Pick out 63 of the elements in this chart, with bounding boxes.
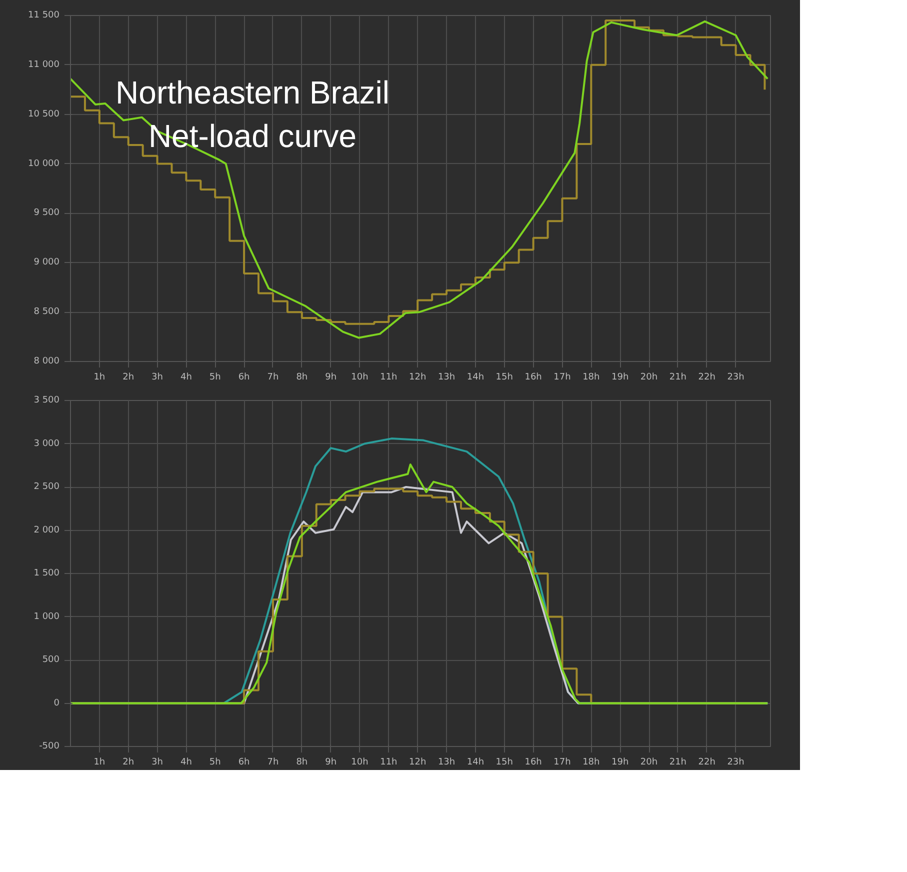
y-tick-label: 0: [54, 698, 60, 708]
x-tick-label: 17h: [554, 372, 571, 382]
y-tick-label: 1 500: [34, 568, 60, 578]
x-tick-label: 14h: [466, 758, 484, 768]
y-tick-label: 10 500: [28, 109, 60, 120]
x-tick-label: 1h: [94, 758, 106, 768]
x-tick-label: 3h: [152, 758, 163, 768]
y-tick-label: 11 500: [28, 10, 60, 20]
x-tick-label: 2h: [122, 758, 134, 768]
x-tick-label: 5h: [209, 758, 221, 768]
y-tick-label: 8 000: [34, 356, 60, 366]
y-tick-label: 11 000: [28, 60, 60, 70]
x-tick-label: 4h: [180, 372, 192, 382]
y-tick-label: 9 500: [34, 208, 60, 218]
y-tick-label: 2 000: [34, 525, 60, 536]
x-tick-label: 16h: [524, 758, 542, 768]
x-tick-label: 13h: [438, 372, 456, 382]
x-tick-label: 14h: [466, 372, 484, 382]
x-tick-label: 8h: [296, 758, 308, 768]
x-tick-label: 2h: [122, 372, 134, 382]
x-tick-label: 6h: [238, 372, 250, 382]
x-tick-label: 23h: [727, 372, 744, 382]
x-tick-label: 15h: [496, 372, 513, 382]
x-tick-label: 16h: [524, 372, 542, 382]
x-tick-label: 7h: [267, 758, 279, 768]
x-tick-label: 18h: [582, 372, 600, 382]
x-tick-label: 5h: [209, 372, 221, 382]
y-tick-label: 8 500: [34, 307, 60, 318]
x-tick-label: 12h: [409, 372, 426, 382]
y-tick-label: 2 500: [34, 482, 60, 492]
y-tick-label: -500: [39, 742, 60, 752]
y-tick-label: 10 000: [28, 158, 60, 169]
x-tick-label: 11h: [380, 758, 398, 768]
x-tick-label: 15h: [496, 758, 513, 768]
x-tick-label: 19h: [612, 372, 629, 382]
x-tick-label: 1h: [94, 372, 106, 382]
x-tick-label: 12h: [409, 758, 426, 768]
x-tick-label: 20h: [640, 372, 658, 382]
x-tick-label: 4h: [180, 758, 192, 768]
x-tick-label: 10h: [351, 758, 368, 768]
y-tick-label: 3 000: [34, 438, 60, 449]
x-tick-label: 23h: [727, 758, 744, 768]
x-tick-label: 9h: [325, 758, 337, 768]
x-tick-label: 18h: [582, 758, 600, 768]
x-tick-label: 17h: [554, 758, 571, 768]
x-tick-label: 9h: [325, 372, 337, 382]
x-tick-label: 21h: [669, 758, 687, 768]
y-tick-label: 9 000: [34, 258, 60, 268]
x-tick-label: 11h: [380, 372, 398, 382]
x-tick-label: 22h: [698, 372, 716, 382]
x-tick-label: 20h: [640, 758, 658, 768]
x-tick-label: 8h: [296, 372, 308, 382]
x-tick-label: 21h: [669, 372, 687, 382]
x-tick-label: 19h: [612, 758, 629, 768]
x-tick-label: 10h: [351, 372, 368, 382]
x-tick-label: 6h: [238, 758, 250, 768]
x-tick-label: 3h: [152, 372, 163, 382]
x-tick-label: 22h: [698, 758, 716, 768]
x-tick-label: 13h: [438, 758, 456, 768]
y-tick-label: 3 500: [34, 396, 60, 406]
x-tick-label: 7h: [267, 372, 279, 382]
y-tick-label: 500: [42, 655, 60, 665]
y-tick-label: 1 000: [34, 612, 60, 622]
